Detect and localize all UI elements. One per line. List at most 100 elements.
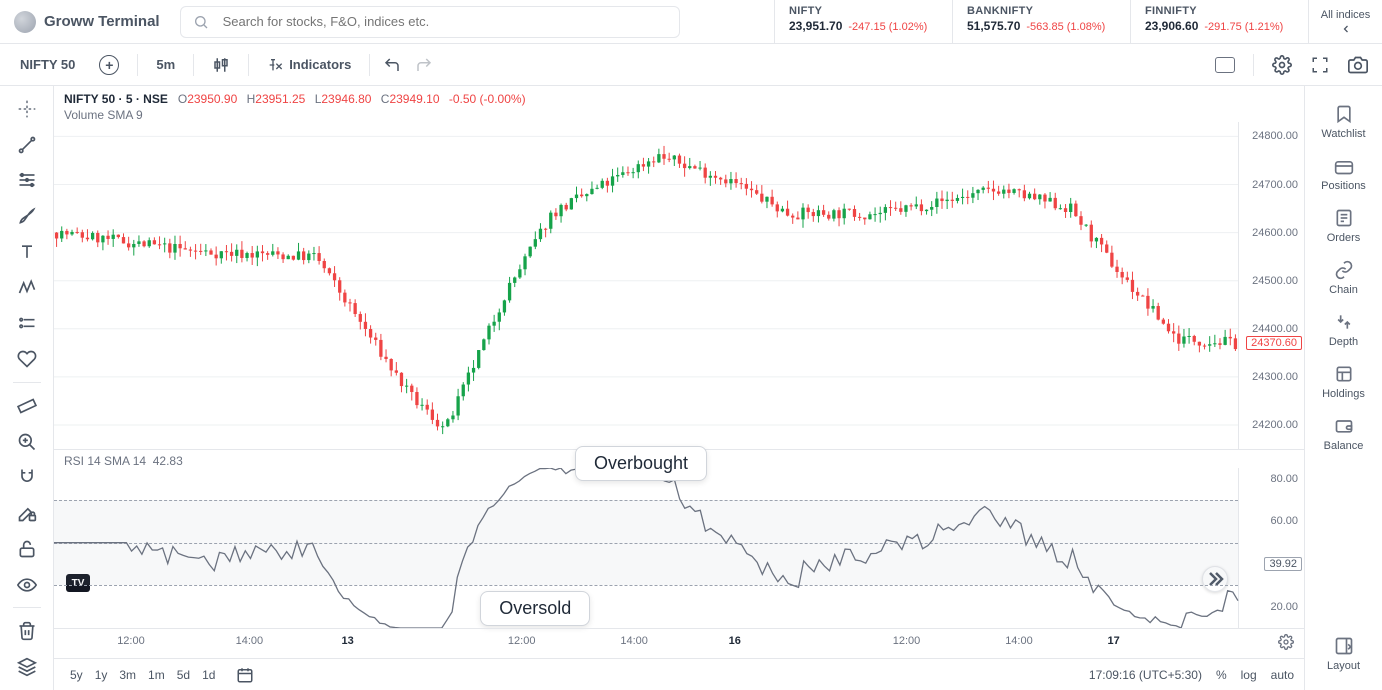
symbol-selector[interactable]: NIFTY 50 [10, 50, 85, 80]
add-symbol-button[interactable]: + [89, 50, 129, 80]
gear-icon [1272, 55, 1292, 75]
sidebar-label: Balance [1324, 440, 1364, 452]
separator [13, 382, 41, 383]
sidebar-label: Layout [1327, 660, 1360, 672]
forecast-tool[interactable] [10, 309, 44, 339]
sidebar-item-watchlist[interactable]: Watchlist [1305, 98, 1382, 146]
chain-icon [1334, 260, 1354, 280]
indicators-button[interactable]: Indicators [257, 50, 361, 80]
footer-log[interactable]: log [1241, 668, 1257, 682]
brand: Groww Terminal [0, 11, 174, 33]
forecast-icon [17, 313, 37, 333]
all-indices-label: All indices [1321, 9, 1371, 21]
rectangle-icon [1215, 57, 1235, 73]
chart-type-button[interactable] [202, 50, 240, 80]
layout-icon [1334, 636, 1354, 656]
depth-icon [1334, 312, 1354, 332]
sidebar-label: Chain [1329, 284, 1358, 296]
range-button-5y[interactable]: 5y [64, 665, 89, 685]
x-tick: 14:00 [1005, 635, 1033, 647]
sidebar-item-chain[interactable]: Chain [1305, 254, 1382, 302]
search-box[interactable] [180, 6, 680, 38]
index-item[interactable]: BANKNIFTY 51,575.70 -563.85 (1.08%) [952, 0, 1130, 43]
favorite-tool[interactable] [10, 344, 44, 374]
layers-tool[interactable] [10, 652, 44, 682]
search-input[interactable] [223, 14, 667, 29]
price-chart[interactable]: 24200.0024300.0024400.0024500.0024600.00… [54, 122, 1304, 449]
footer-time[interactable]: 17:09:16 (UTC+5:30) [1089, 668, 1202, 682]
brand-title: Groww Terminal [44, 13, 160, 30]
sidebar-label: Orders [1327, 232, 1361, 244]
visibility-tool[interactable] [10, 570, 44, 600]
range-button-1m[interactable]: 1m [142, 665, 171, 685]
lock-tool[interactable] [10, 534, 44, 564]
sidebar-item-layout[interactable]: Layout [1305, 630, 1382, 678]
footer-auto[interactable]: auto [1271, 668, 1294, 682]
undo-icon [383, 56, 401, 74]
range-button-3m[interactable]: 3m [113, 665, 142, 685]
redo-icon [415, 56, 433, 74]
x-tick: 17 [1108, 635, 1120, 647]
sidebar-label: Depth [1329, 336, 1358, 348]
index-price: 51,575.70 [967, 19, 1020, 33]
range-button-1y[interactable]: 1y [89, 665, 114, 685]
rsi-chart[interactable]: 20.0040.0060.0080.0039.92 TV OverboughtO… [54, 468, 1304, 628]
interval-selector[interactable]: 5m [146, 50, 185, 80]
drawing-toolbar [0, 86, 54, 690]
settings-button[interactable] [1268, 51, 1296, 79]
sidebar-item-balance[interactable]: Balance [1305, 410, 1382, 458]
index-item[interactable]: NIFTY 23,951.70 -247.15 (1.02%) [774, 0, 952, 43]
screenshot-button[interactable] [1344, 51, 1372, 79]
x-tick: 12:00 [893, 635, 921, 647]
index-name: NIFTY [789, 5, 938, 17]
pencil-lock-icon [17, 503, 37, 523]
gear-icon [1278, 634, 1294, 650]
overbought-annotation: Overbought [575, 446, 707, 481]
axis-settings-button[interactable] [1278, 634, 1294, 650]
sidebar-item-holdings[interactable]: Holdings [1305, 358, 1382, 406]
date-range-button[interactable] [231, 661, 259, 689]
index-price: 23,951.70 [789, 19, 842, 33]
range-button-5d[interactable]: 5d [171, 665, 196, 685]
chevron-left-icon [1340, 23, 1352, 35]
crosshair-tool[interactable] [10, 94, 44, 124]
index-name: BANKNIFTY [967, 5, 1116, 17]
undo-button[interactable] [378, 51, 406, 79]
delete-tool[interactable] [10, 616, 44, 646]
footer-pct[interactable]: % [1216, 668, 1227, 682]
index-strip: NIFTY 23,951.70 -247.15 (1.02%) BANKNIFT… [680, 0, 1382, 43]
brush-tool[interactable] [10, 201, 44, 231]
fullscreen-button[interactable] [1306, 51, 1334, 79]
separator [193, 54, 194, 76]
sidebar-label: Holdings [1322, 388, 1365, 400]
range-button-1d[interactable]: 1d [196, 665, 221, 685]
redo-button[interactable] [410, 51, 438, 79]
crosshair-icon [17, 99, 37, 119]
magnet-tool[interactable] [10, 462, 44, 492]
plus-icon: + [99, 55, 119, 75]
ruler-tool[interactable] [10, 391, 44, 421]
xabcd-icon [17, 278, 37, 298]
index-item[interactable]: FINNIFTY 23,906.60 -291.75 (1.21%) [1130, 0, 1308, 43]
x-tick: 16 [729, 635, 741, 647]
x-tick: 14:00 [236, 635, 264, 647]
layout-toggle[interactable] [1211, 51, 1239, 79]
text-tool[interactable] [10, 237, 44, 267]
oversold-annotation: Oversold [480, 591, 590, 626]
calendar-icon [236, 666, 254, 684]
sidebar-item-positions[interactable]: Positions [1305, 150, 1382, 198]
all-indices[interactable]: All indices [1308, 0, 1382, 43]
eye-icon [17, 575, 37, 595]
index-change: -563.85 (1.08%) [1026, 21, 1105, 33]
x-axis[interactable]: 12:0014:001312:0014:001612:0014:0017 [54, 628, 1304, 658]
zoom-tool[interactable] [10, 427, 44, 457]
edit-lock-tool[interactable] [10, 498, 44, 528]
pattern-tool[interactable] [10, 273, 44, 303]
separator [248, 54, 249, 76]
trendline-tool[interactable] [10, 130, 44, 160]
brush-icon [17, 206, 37, 226]
sidebar-item-orders[interactable]: Orders [1305, 202, 1382, 250]
sidebar-item-depth[interactable]: Depth [1305, 306, 1382, 354]
fib-tool[interactable] [10, 166, 44, 196]
separator [13, 607, 41, 608]
